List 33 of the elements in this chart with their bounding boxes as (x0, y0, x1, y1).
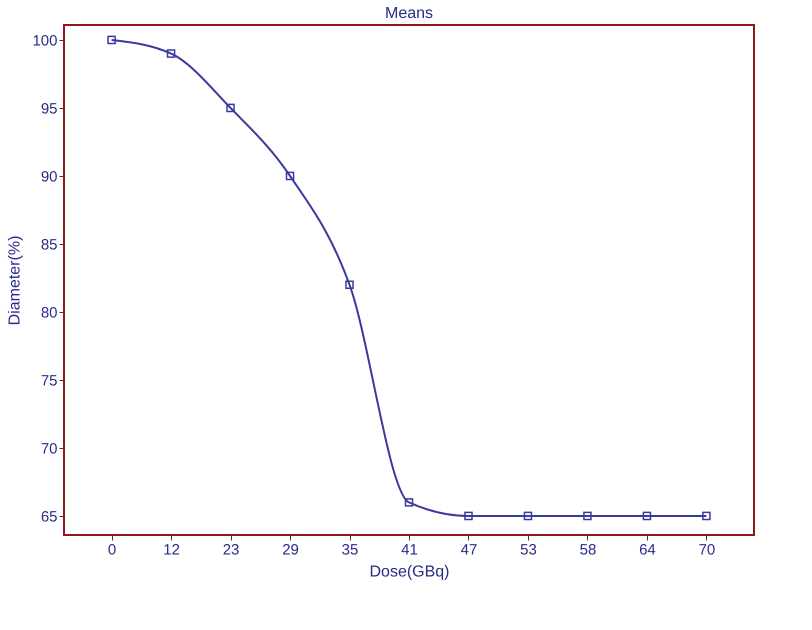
chart-title: Means (384, 5, 434, 22)
y-axis-title: Diameter(%) (6, 236, 24, 326)
x-axis-title: Dose(GBq) (369, 564, 450, 580)
y-tick-label: 100 (32, 32, 58, 50)
y-tick-label: 85 (40, 236, 58, 254)
x-tick-label: 47 (460, 542, 478, 558)
x-tick-label: 35 (342, 542, 358, 558)
x-tick-label: 70 (698, 542, 716, 558)
x-tick-label: 64 (639, 542, 656, 558)
x-tick-label: 53 (520, 542, 537, 558)
point (524, 512, 532, 520)
x-tick-label: 41 (401, 542, 418, 558)
x-tick-label: 12 (163, 542, 180, 558)
x-tick-label: 23 (222, 542, 240, 558)
y-tick-label: 90 (40, 168, 58, 186)
x-tick-label: 58 (580, 542, 596, 558)
y-tick-label: 65 (40, 508, 58, 526)
point (583, 512, 592, 520)
y-tick-label: 75 (40, 372, 58, 390)
point (345, 280, 354, 290)
x-tick-label: 0 (108, 542, 116, 558)
point (464, 512, 473, 520)
y-tick-label: 70 (40, 440, 58, 458)
point (642, 512, 652, 520)
y-tick-label: 95 (40, 100, 58, 118)
point (166, 49, 176, 58)
x-tick-label: 29 (282, 542, 299, 558)
y-tick-label: 80 (40, 304, 58, 322)
point (404, 498, 414, 507)
point (226, 104, 235, 112)
point (702, 512, 711, 520)
point (286, 172, 294, 180)
point (107, 36, 116, 44)
